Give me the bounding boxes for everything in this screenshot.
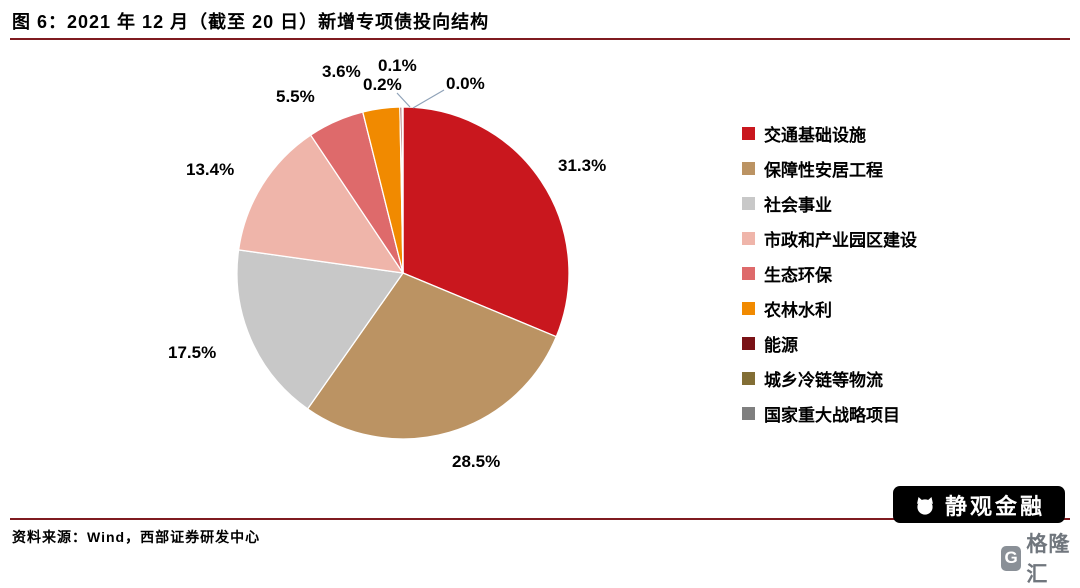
legend-label: 社会事业 bbox=[764, 195, 832, 215]
legend-item-3: 市政和产业园区建设 bbox=[742, 227, 917, 250]
pie-label-4: 5.5% bbox=[276, 87, 315, 106]
pie-label-5: 3.6% bbox=[322, 62, 361, 81]
pie-label-7: 0.1% bbox=[378, 56, 417, 75]
figure-title: 图 6：2021 年 12 月（截至 20 日）新增专项债投向结构 bbox=[12, 12, 490, 32]
legend-item-1: 保障性安居工程 bbox=[742, 157, 917, 180]
legend-label: 农林水利 bbox=[764, 300, 832, 320]
cat-icon bbox=[913, 495, 937, 515]
watermark-primary-text: 静观金融 bbox=[944, 493, 1045, 519]
pie-label-2: 17.5% bbox=[168, 343, 217, 362]
legend-item-4: 生态环保 bbox=[742, 262, 917, 285]
pie-label-8: 0.0% bbox=[446, 74, 485, 93]
pie-slice-3 bbox=[237, 134, 405, 274]
pie-label-3: 13.4% bbox=[186, 160, 235, 179]
footer-divider bbox=[10, 518, 1070, 520]
source-note: 资料来源：Wind，西部证券研发中心 bbox=[12, 529, 261, 545]
legend-label: 生态环保 bbox=[764, 265, 832, 285]
chart-legend: 交通基础设施 保障性安居工程 社会事业市政和产业园区建设 生态环保农林水利能源城乡冷链… bbox=[742, 122, 917, 425]
pie-slice-2 bbox=[236, 249, 405, 410]
legend-swatch bbox=[742, 406, 755, 420]
legend-swatch bbox=[742, 301, 755, 315]
legend-label: 国家重大战略项目 bbox=[764, 405, 900, 425]
watermark-secondary: G 格隆汇 bbox=[1001, 528, 1080, 588]
watermark-primary: 静观金融 bbox=[893, 486, 1065, 523]
pie-label-6: 0.2% bbox=[363, 75, 402, 94]
legend-label: 能源 bbox=[764, 335, 798, 355]
legend-label: 市政和产业园区建设 bbox=[764, 230, 917, 250]
legend-swatch bbox=[742, 161, 755, 175]
legend-swatch bbox=[742, 336, 755, 350]
legend-item-0: 交通基础设施 bbox=[742, 122, 917, 145]
legend-swatch bbox=[742, 196, 755, 210]
legend-label: 保障性安居工程 bbox=[764, 160, 883, 180]
legend-swatch bbox=[742, 231, 755, 245]
legend-item-8: 国家重大战略项目 bbox=[742, 402, 917, 425]
title-divider bbox=[10, 38, 1070, 40]
legend-swatch bbox=[742, 126, 755, 140]
pie-slice-1 bbox=[306, 272, 558, 440]
legend-item-7: 城乡冷链等物流 bbox=[742, 367, 917, 390]
legend-swatch bbox=[742, 371, 755, 385]
pie-svg bbox=[236, 106, 570, 440]
legend-label: 交通基础设施 bbox=[764, 125, 866, 145]
watermark-secondary-text: 格隆汇 bbox=[1026, 533, 1071, 586]
pie-label-1: 28.5% bbox=[452, 452, 501, 471]
legend-item-6: 能源 bbox=[742, 332, 917, 355]
brand-g-icon: G bbox=[1001, 545, 1022, 571]
legend-label: 城乡冷链等物流 bbox=[764, 370, 883, 390]
pie-label-0: 31.3% bbox=[558, 156, 607, 175]
legend-item-5: 农林水利 bbox=[742, 297, 917, 320]
pie-slice-0 bbox=[402, 106, 570, 338]
legend-item-2: 社会事业 bbox=[742, 192, 917, 215]
pie-chart bbox=[233, 103, 573, 443]
legend-swatch bbox=[742, 266, 755, 280]
